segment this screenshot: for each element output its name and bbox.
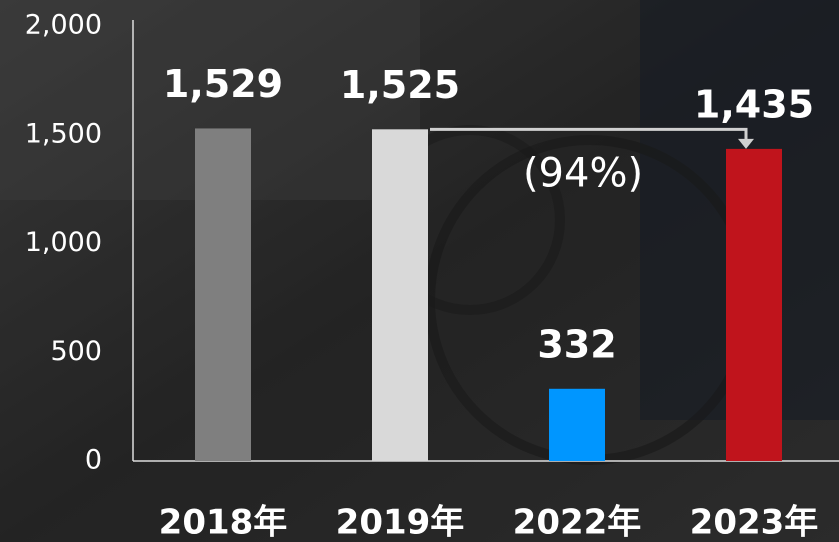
value-label: 1,435 (694, 82, 814, 126)
y-tick-label: 1,000 (25, 227, 102, 258)
y-tick-label: 1,500 (25, 118, 102, 149)
value-label: 1,529 (163, 62, 283, 106)
x-tick-label: 2018年 (159, 503, 288, 542)
bar (549, 388, 605, 461)
arrow-head (738, 138, 754, 149)
y-tick-label: 500 (50, 336, 102, 367)
bar (195, 128, 251, 461)
annotation: (94%) (523, 150, 643, 196)
x-tick-label: 2023年 (690, 503, 819, 542)
value-label: 1,525 (340, 63, 460, 107)
value-label: 332 (537, 322, 616, 366)
bar (726, 148, 782, 461)
x-tick-label: 2022年 (513, 503, 642, 542)
x-tick-label: 2019年 (336, 503, 465, 542)
bar (372, 129, 428, 461)
y-tick-label: 2,000 (25, 10, 102, 41)
comparison-arrow (430, 127, 748, 141)
y-tick-label: 0 (85, 445, 102, 476)
